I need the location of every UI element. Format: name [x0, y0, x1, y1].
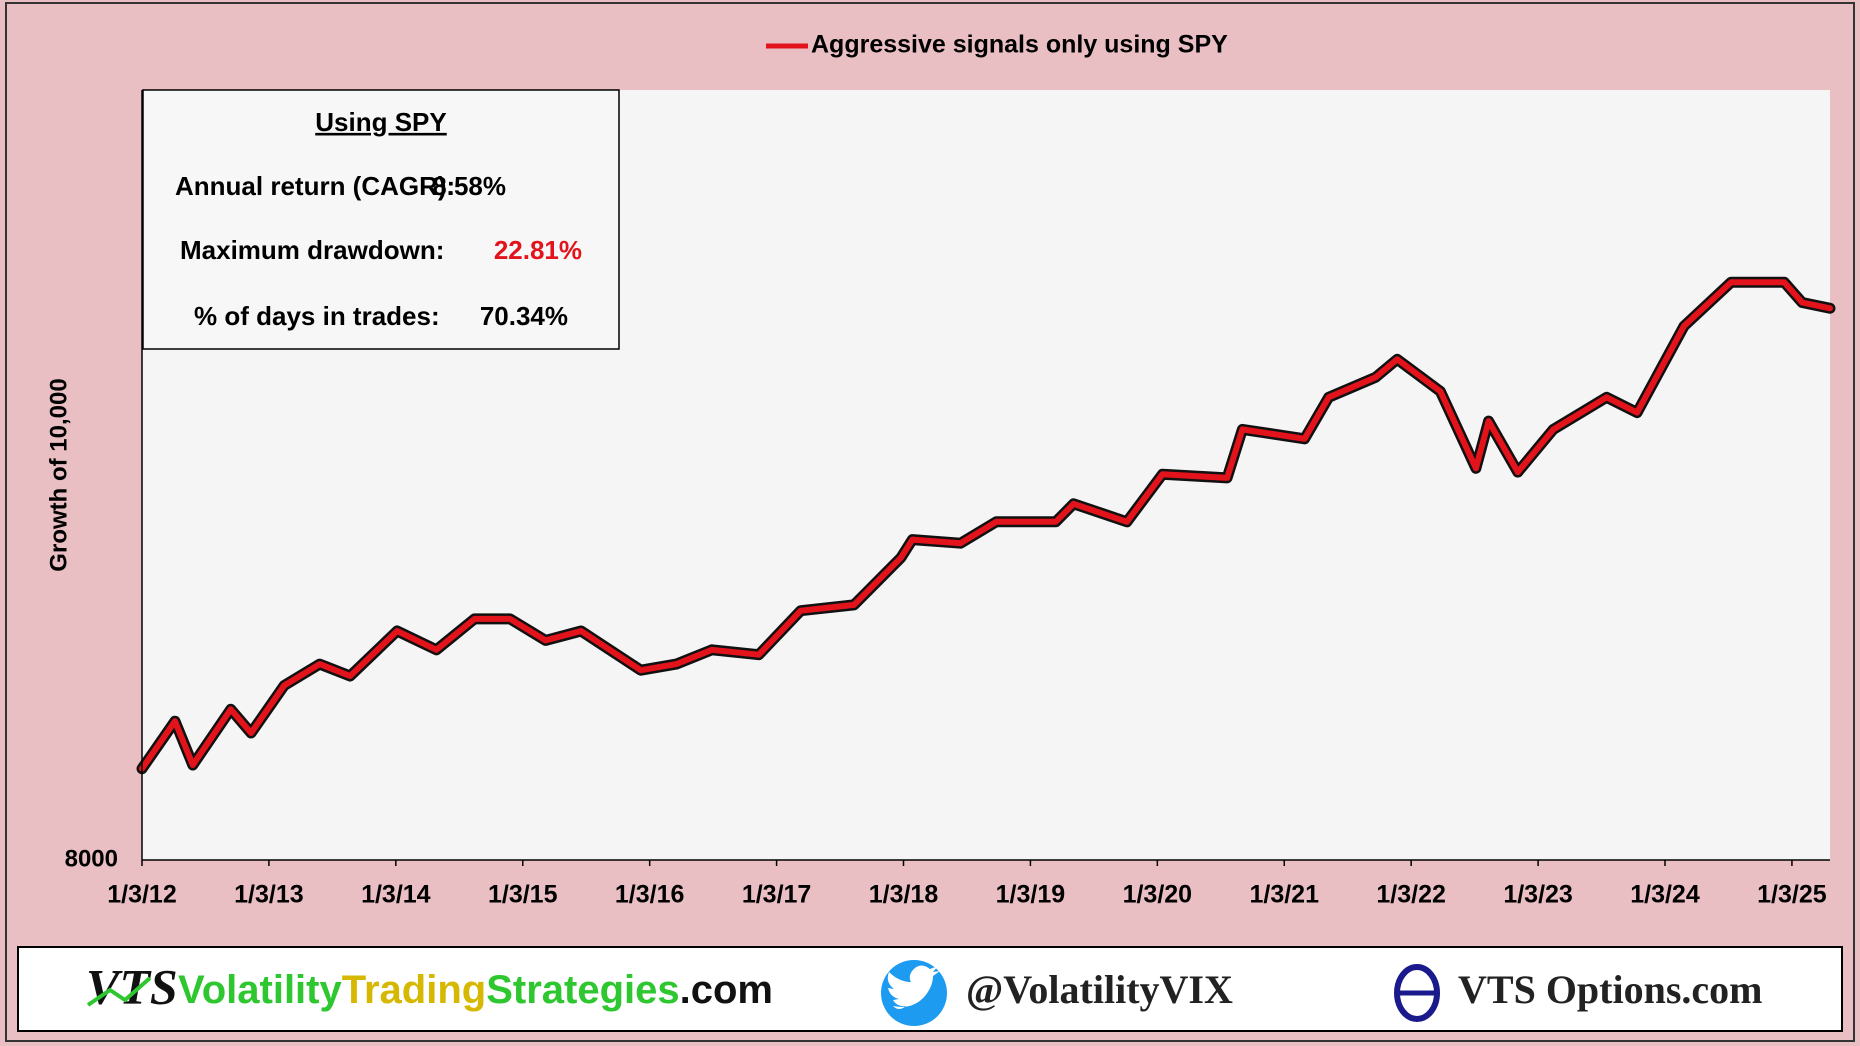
site-part: .com	[680, 968, 773, 1012]
x-tick-label: 1/3/23	[1503, 881, 1573, 909]
x-tick-label: 1/3/16	[615, 881, 685, 909]
stats-title: Using SPY	[315, 107, 446, 137]
legend-label: Aggressive signals only using SPY	[811, 31, 1228, 59]
x-tick-label: 1/3/22	[1376, 881, 1446, 909]
stats-box: Using SPY Annual return (CAGR): 8.58% Ma…	[142, 89, 620, 350]
legend: Aggressive signals only using SPY	[766, 31, 1228, 59]
stats-value: 22.81%	[494, 235, 582, 265]
site-part: Trading	[342, 968, 486, 1012]
footer: VTS VolatilityTradingStrategies.com @Vol…	[17, 946, 1843, 1032]
x-tick-label: 1/3/18	[869, 881, 939, 909]
x-tick-label: 1/3/13	[234, 881, 304, 909]
x-tick-label: 1/3/20	[1123, 881, 1193, 909]
stats-value: 8.58%	[432, 171, 506, 201]
footer-options: VTS Options.com	[1458, 967, 1763, 1012]
footer-site: VolatilityTradingStrategies.com	[178, 968, 773, 1012]
options-icon	[1394, 964, 1440, 1022]
stats-label: % of days in trades:	[194, 301, 440, 331]
stats-frame	[142, 89, 620, 350]
x-tick-label: 1/3/24	[1630, 881, 1700, 909]
logo-stroke	[86, 976, 152, 1007]
y-tick-label: 8000	[65, 845, 118, 872]
stats-label: Annual return (CAGR):	[175, 171, 455, 201]
x-tick-label: 1/3/17	[742, 881, 812, 909]
line	[139, 279, 1833, 772]
twitter-bird	[887, 965, 940, 1009]
x-tick-label: 1/3/15	[488, 881, 558, 909]
x-tick-label: 1/3/12	[107, 881, 177, 909]
x-tick-label: 1/3/25	[1757, 881, 1827, 909]
x-tick-label: 1/3/21	[1249, 881, 1319, 909]
footer-logo: VTS	[86, 958, 178, 1014]
footer-twitter: @VolatilityVIX	[966, 967, 1233, 1012]
y-axis-label: Growth of 10,000	[45, 378, 72, 571]
site-part: Strategies	[486, 968, 679, 1012]
x-tick-label: 1/3/14	[361, 881, 431, 909]
stats-label: Maximum drawdown:	[180, 235, 444, 265]
x-tick-label: 1/3/19	[996, 881, 1066, 909]
site-part: Volatility	[178, 968, 342, 1012]
stats-value: 70.34%	[480, 301, 568, 331]
